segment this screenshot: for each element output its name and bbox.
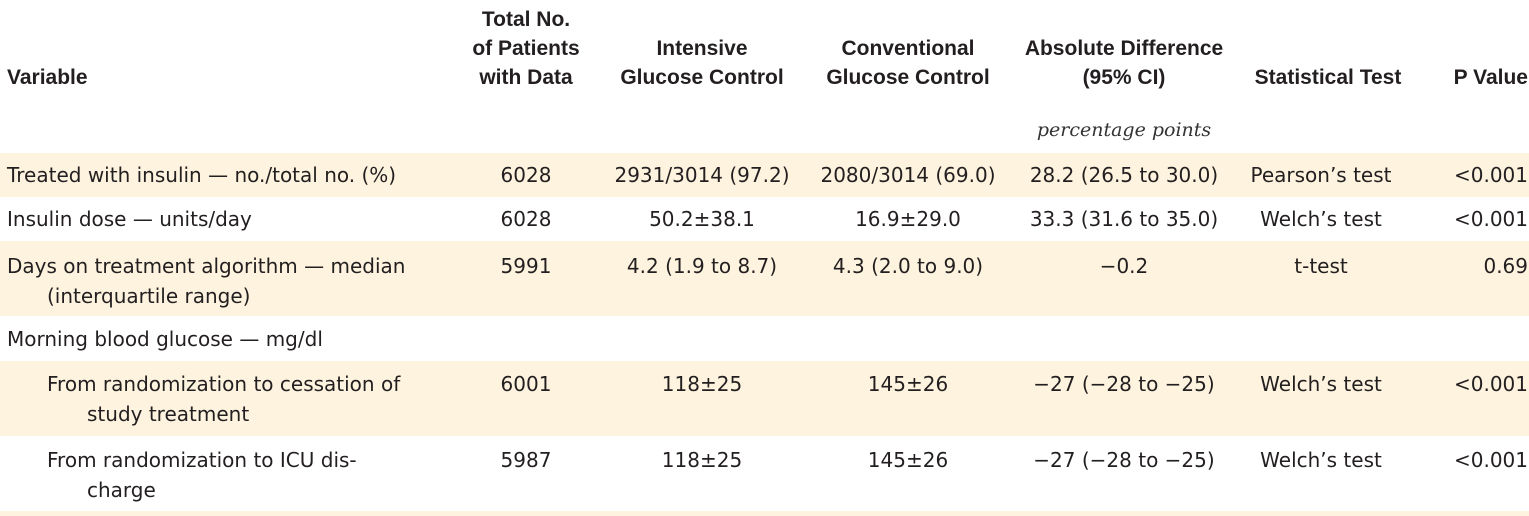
cell-conventional: 145±26 xyxy=(867,448,949,472)
header-statistical-test: Statistical Test xyxy=(1254,66,1402,89)
table-header: Variable Total No. of Patients with Data… xyxy=(0,0,1529,112)
cell-total: 6028 xyxy=(500,207,552,231)
cell-p-value: <0.001 xyxy=(1453,448,1528,472)
cell-variable: From randomization to ICU dis-charge xyxy=(47,448,357,502)
cell-test: Welch’s test xyxy=(1260,372,1382,396)
cell-difference: 33.3 (31.6 to 35.0) xyxy=(1029,207,1219,231)
cell-total: 6001 xyxy=(500,372,552,396)
cell-test: t-test xyxy=(1294,254,1348,278)
cell-variable: Days on treatment algorithm — median (int… xyxy=(7,254,406,308)
header-variable: Variable xyxy=(7,66,88,89)
cell-intensive: 118±25 xyxy=(661,448,743,472)
header-conventional: Conventional Glucose Control xyxy=(826,37,990,89)
cell-total: 6028 xyxy=(500,163,552,187)
cell-intensive: 50.2±38.1 xyxy=(649,207,755,231)
cell-conventional: 2080/3014 (69.0) xyxy=(820,163,996,187)
cell-variable: Morning blood glucose — mg/dl xyxy=(7,327,323,351)
cell-difference: −27 (−28 to −25) xyxy=(1033,448,1215,472)
cell-test: Welch’s test xyxy=(1260,448,1382,472)
table-row: Insulin dose — units/day 6028 50.2±38.1 … xyxy=(0,197,1529,241)
header-p-value: P Value xyxy=(1453,66,1528,89)
cell-variable: Treated with insulin — no./total no. (%) xyxy=(7,163,397,187)
cell-intensive: 118±25 xyxy=(661,372,743,396)
cell-test: Pearson’s test xyxy=(1250,163,1392,187)
header-total-patients: Total No. of Patients with Data xyxy=(472,8,580,89)
cell-difference: −0.2 xyxy=(1099,254,1149,278)
cell-total: 5991 xyxy=(500,254,552,278)
cell-conventional: 16.9±29.0 xyxy=(855,207,961,231)
table-row-section-heading: Morning blood glucose — mg/dl xyxy=(0,316,1529,361)
cell-variable: Insulin dose — units/day xyxy=(7,207,252,231)
table-row-continuation xyxy=(0,511,1529,516)
units-label: percentage points xyxy=(1036,119,1212,141)
cell-p-value: <0.001 xyxy=(1453,163,1528,187)
cell-difference: −27 (−28 to −25) xyxy=(1033,372,1215,396)
table-row: Days on treatment algorithm — median (int… xyxy=(0,241,1529,316)
cell-conventional: 145±26 xyxy=(867,372,949,396)
cell-conventional: 4.3 (2.0 to 9.0) xyxy=(832,254,984,278)
cell-variable: From randomization to cessation of study … xyxy=(47,372,401,426)
cell-intensive: 4.2 (1.9 to 8.7) xyxy=(626,254,778,278)
cell-difference: 28.2 (26.5 to 30.0) xyxy=(1029,163,1219,187)
cell-total: 5987 xyxy=(500,448,552,472)
cell-p-value: <0.001 xyxy=(1453,207,1528,231)
header-absolute-difference: Absolute Difference (95% CI) xyxy=(1024,37,1224,89)
header-intensive: Intensive Glucose Control xyxy=(620,37,784,89)
cell-test: Welch’s test xyxy=(1260,207,1382,231)
table-row: Treated with insulin — no./total no. (%)… xyxy=(0,153,1529,197)
cell-p-value: <0.001 xyxy=(1453,372,1528,396)
cell-intensive: 2931/3014 (97.2) xyxy=(614,163,790,187)
table-row: From randomization to cessation of study … xyxy=(0,361,1529,436)
cell-p-value: 0.69 xyxy=(1483,254,1528,278)
table-row: From randomization to ICU dis-charge 598… xyxy=(0,436,1529,511)
